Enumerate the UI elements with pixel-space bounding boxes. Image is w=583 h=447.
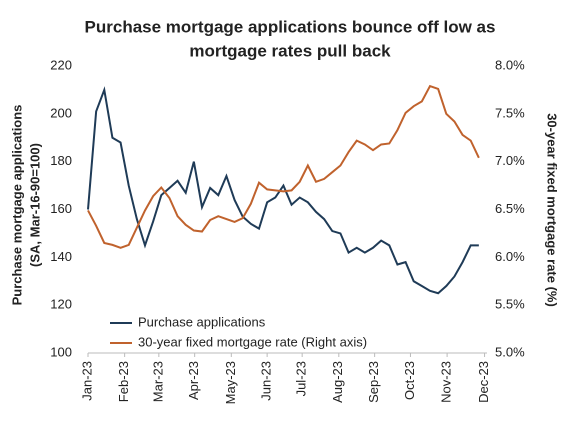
x-tick-label: Feb-23 [116,361,131,402]
y-tick-label: 160 [50,201,72,216]
y-tick-label: 100 [50,344,72,359]
chart-title: Purchase mortgage applications bounce of… [85,17,496,36]
chart-title: mortgage rates pull back [189,41,391,60]
x-tick-label: Jul-23 [294,361,309,396]
legend-label: Purchase applications [138,314,266,329]
x-tick-label: Apr-23 [186,361,201,400]
y-tick-label: 140 [50,249,72,264]
y-tick-label: 120 [50,297,72,312]
y2-tick-label: 7.5% [495,105,525,120]
x-tick-label: Sep-23 [366,361,381,403]
y2-axis-title: 30-year fixed mortgage rate (%) [545,113,560,307]
x-tick-label: Aug-23 [330,361,345,403]
x-tick-label: Jan-23 [79,361,94,401]
legend-label: 30-year fixed mortgage rate (Right axis) [138,334,367,349]
series-line [87,86,479,295]
y-tick-label: 200 [50,105,72,120]
x-tick-label: Mar-23 [150,361,165,402]
y-axis-title: Purchase mortgage applications [9,105,24,306]
x-tick-label: Dec-23 [476,361,491,403]
series-line [87,84,480,249]
y-tick-label: 220 [50,57,72,72]
y-axis-title: (SA, Mar-16-90=100) [27,143,42,267]
y2-tick-label: 6.5% [495,201,525,216]
y2-tick-label: 5.5% [495,297,525,312]
x-tick-label: Jun-23 [259,361,274,401]
x-tick-label: Nov-23 [439,361,454,403]
y2-tick-label: 5.0% [495,344,525,359]
y2-tick-label: 6.0% [495,249,525,264]
y2-tick-label: 7.0% [495,153,525,168]
x-tick-label: Oct-23 [402,361,417,400]
x-tick-label: May-23 [223,361,238,404]
y-tick-label: 180 [50,153,72,168]
y2-tick-label: 8.0% [495,57,525,72]
